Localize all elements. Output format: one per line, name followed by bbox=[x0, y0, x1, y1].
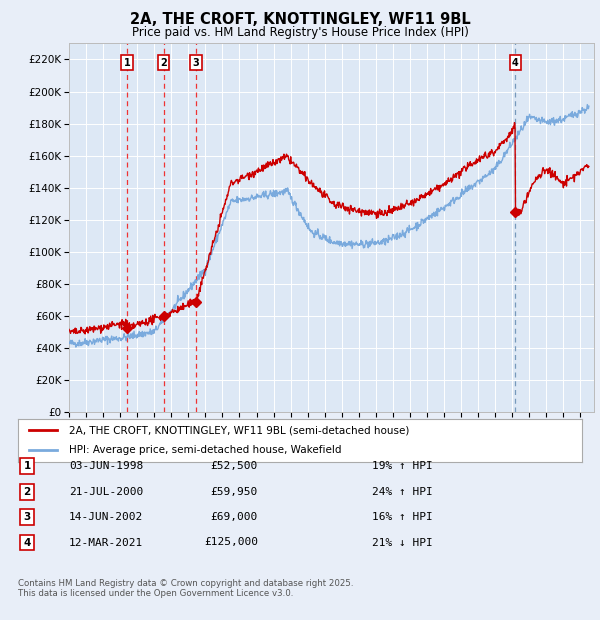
Text: This data is licensed under the Open Government Licence v3.0.: This data is licensed under the Open Gov… bbox=[18, 588, 293, 598]
Text: 21% ↓ HPI: 21% ↓ HPI bbox=[372, 538, 433, 547]
Text: 12-MAR-2021: 12-MAR-2021 bbox=[69, 538, 143, 547]
Text: 2: 2 bbox=[160, 58, 167, 68]
Text: £69,000: £69,000 bbox=[211, 512, 258, 522]
Text: 3: 3 bbox=[193, 58, 199, 68]
Text: 4: 4 bbox=[23, 538, 31, 547]
Text: 3: 3 bbox=[23, 512, 31, 522]
Text: Price paid vs. HM Land Registry's House Price Index (HPI): Price paid vs. HM Land Registry's House … bbox=[131, 26, 469, 39]
Text: £125,000: £125,000 bbox=[204, 538, 258, 547]
Text: HPI: Average price, semi-detached house, Wakefield: HPI: Average price, semi-detached house,… bbox=[69, 445, 341, 455]
Text: 2A, THE CROFT, KNOTTINGLEY, WF11 9BL (semi-detached house): 2A, THE CROFT, KNOTTINGLEY, WF11 9BL (se… bbox=[69, 425, 409, 435]
Text: 4: 4 bbox=[512, 58, 519, 68]
Text: 16% ↑ HPI: 16% ↑ HPI bbox=[372, 512, 433, 522]
Text: 1: 1 bbox=[23, 461, 31, 471]
Text: £59,950: £59,950 bbox=[211, 487, 258, 497]
Text: £52,500: £52,500 bbox=[211, 461, 258, 471]
Text: 2: 2 bbox=[23, 487, 31, 497]
Text: 03-JUN-1998: 03-JUN-1998 bbox=[69, 461, 143, 471]
Text: Contains HM Land Registry data © Crown copyright and database right 2025.: Contains HM Land Registry data © Crown c… bbox=[18, 578, 353, 588]
Text: 2A, THE CROFT, KNOTTINGLEY, WF11 9BL: 2A, THE CROFT, KNOTTINGLEY, WF11 9BL bbox=[130, 12, 470, 27]
Text: 14-JUN-2002: 14-JUN-2002 bbox=[69, 512, 143, 522]
Text: 19% ↑ HPI: 19% ↑ HPI bbox=[372, 461, 433, 471]
Text: 1: 1 bbox=[124, 58, 131, 68]
Text: 21-JUL-2000: 21-JUL-2000 bbox=[69, 487, 143, 497]
Text: 24% ↑ HPI: 24% ↑ HPI bbox=[372, 487, 433, 497]
